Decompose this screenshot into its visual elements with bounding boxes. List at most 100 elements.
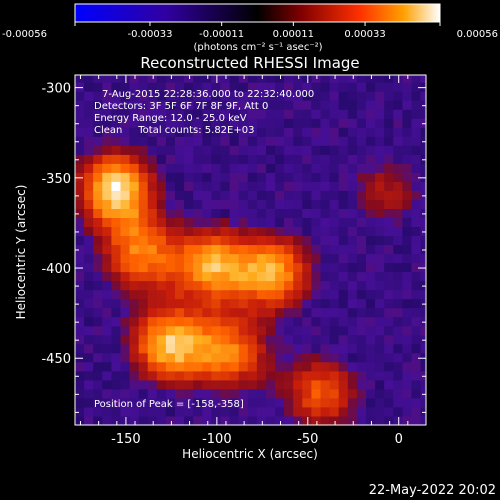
heatmap-cell	[302, 145, 312, 155]
heatmap-cell	[120, 109, 131, 119]
colorbar-units-label: (photons cm⁻² s⁻¹ asec⁻²)	[193, 42, 322, 53]
heatmap-cell	[238, 325, 249, 336]
heatmap-cell	[202, 190, 212, 200]
heatmap-cell	[311, 307, 321, 318]
heatmap-cell	[293, 361, 303, 372]
heatmap-cell	[347, 91, 358, 101]
heatmap-cell	[293, 127, 303, 137]
heatmap-cell	[156, 75, 167, 83]
heatmap-cell	[184, 118, 194, 128]
heatmap-cell	[84, 325, 94, 336]
heatmap-cell	[202, 75, 212, 83]
heatmap-cell	[320, 172, 331, 182]
heatmap-cell	[411, 325, 422, 336]
heatmap-cell	[75, 199, 85, 209]
heatmap-cell	[184, 334, 194, 345]
heatmap-cell	[102, 370, 112, 381]
heatmap-cell	[193, 379, 203, 390]
heatmap-cell	[311, 217, 321, 227]
heatmap-cell	[420, 199, 426, 209]
heatmap-cell	[138, 334, 149, 345]
heatmap-cell	[293, 226, 303, 236]
heatmap-cell	[375, 75, 385, 83]
heatmap-cell	[147, 253, 158, 264]
heatmap-cell	[75, 118, 85, 128]
heatmap-cell	[120, 343, 131, 354]
heatmap-cell	[229, 388, 240, 399]
heatmap-cell	[156, 271, 167, 282]
heatmap-cell	[266, 190, 276, 200]
heatmap-cell	[275, 416, 285, 425]
heatmap-cell	[375, 91, 385, 101]
heatmap-cell	[147, 262, 158, 273]
heatmap-cell	[193, 208, 203, 218]
heatmap-cell	[184, 307, 194, 318]
heatmap-cell	[184, 407, 194, 417]
heatmap-cell	[220, 352, 231, 363]
heatmap-image	[75, 75, 426, 425]
heatmap-cell	[256, 361, 267, 372]
heatmap-cell	[338, 154, 349, 164]
heatmap-cell	[402, 91, 412, 101]
heatmap-cell	[111, 298, 121, 309]
heatmap-cell	[129, 244, 140, 255]
heatmap-cell	[366, 407, 376, 417]
heatmap-cell	[402, 100, 412, 110]
heatmap-cell	[266, 91, 276, 101]
heatmap-cell	[275, 75, 285, 83]
heatmap-cell	[75, 82, 85, 92]
heatmap-cell	[111, 199, 121, 209]
heatmap-cell	[229, 289, 240, 300]
heatmap-cell	[102, 208, 112, 218]
heatmap-cell	[147, 172, 158, 182]
heatmap-cell	[375, 100, 385, 110]
heatmap-cell	[420, 262, 426, 273]
heatmap-cell	[238, 75, 249, 83]
heatmap-cell	[256, 163, 267, 173]
heatmap-cell	[75, 370, 85, 381]
chart-title: Reconstructed RHESSI Image	[140, 54, 359, 72]
heatmap-cell	[184, 298, 194, 309]
colorbar-tick-label: 0.00033	[344, 29, 385, 40]
heatmap-cell	[102, 127, 112, 137]
heatmap-cell	[93, 325, 103, 336]
heatmap-cell	[402, 316, 412, 327]
heatmap-cell	[347, 199, 358, 209]
heatmap-cell	[329, 316, 340, 327]
heatmap-cell	[402, 298, 412, 309]
heatmap-cell	[111, 154, 121, 164]
heatmap-cell	[184, 325, 194, 336]
heatmap-cell	[184, 145, 194, 155]
heatmap-cell	[102, 352, 112, 363]
heatmap-cell	[384, 109, 394, 119]
heatmap-cell	[193, 343, 203, 354]
heatmap-cell	[156, 217, 167, 227]
heatmap-cell	[366, 325, 376, 336]
heatmap-cell	[84, 199, 94, 209]
heatmap-cell	[247, 208, 258, 218]
heatmap-cell	[266, 379, 276, 390]
heatmap-cell	[384, 370, 394, 381]
heatmap-cell	[302, 217, 312, 227]
heatmap-cell	[266, 208, 276, 218]
heatmap-cell	[175, 199, 185, 209]
heatmap-cell	[93, 172, 103, 182]
heatmap-cell	[238, 91, 249, 101]
heatmap-cell	[329, 100, 340, 110]
heatmap-cell	[275, 280, 285, 291]
heatmap-cell	[165, 289, 176, 300]
heatmap-cell	[366, 370, 376, 381]
heatmap-cell	[193, 289, 203, 300]
heatmap-cell	[384, 280, 394, 291]
heatmap-cell	[165, 307, 176, 318]
heatmap-cell	[120, 280, 131, 291]
heatmap-cell	[320, 208, 331, 218]
heatmap-cell	[420, 352, 426, 363]
heatmap-cell	[275, 109, 285, 119]
heatmap-cell	[120, 217, 131, 227]
heatmap-cell	[247, 190, 258, 200]
heatmap-cell	[247, 289, 258, 300]
heatmap-cell	[156, 253, 167, 264]
heatmap-cell	[175, 154, 185, 164]
heatmap-cell	[302, 334, 312, 345]
